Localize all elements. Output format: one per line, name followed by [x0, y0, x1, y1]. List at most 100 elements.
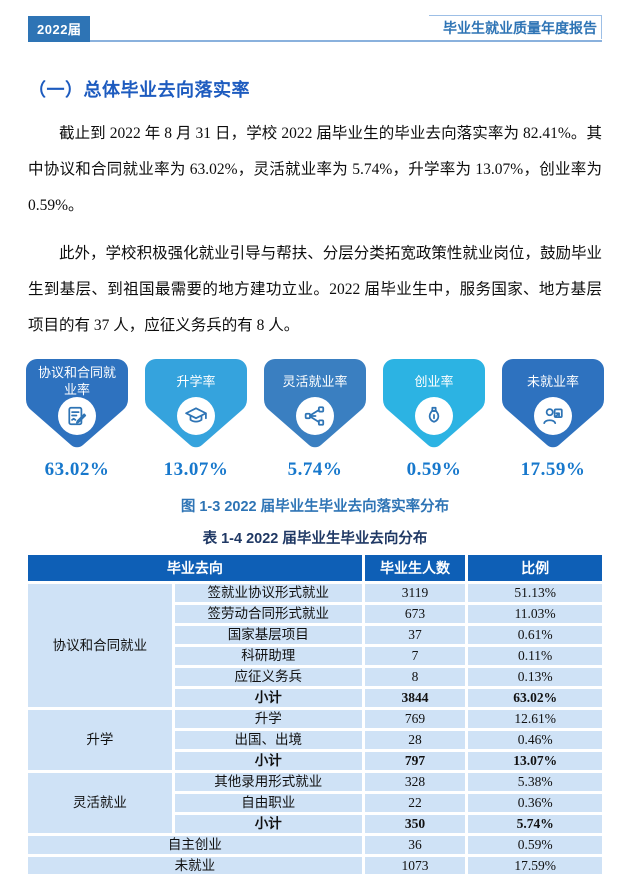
graduation-cap-icon: [177, 397, 215, 435]
count-cell: 769: [364, 710, 466, 728]
badge-value: 17.59%: [520, 459, 586, 480]
count-cell: 1073: [364, 857, 466, 874]
badge-shield: 创业率: [382, 358, 486, 450]
section-title: （一）总体毕业去向落实率: [28, 80, 250, 100]
rate-badge-1: 升学率 13.07%: [144, 358, 248, 481]
count-cell: 3844: [364, 689, 466, 707]
count-cell: 7: [364, 647, 466, 665]
person-chart-icon: [534, 397, 572, 435]
table-caption: 表 1-4 2022 届毕业生毕业去向分布: [202, 531, 428, 547]
destination-cell: 未就业: [28, 857, 362, 874]
table-row: 升学 升学 769 12.61%: [28, 710, 602, 770]
destination-cell: 签劳动合同形式就业: [174, 605, 362, 623]
count-cell: 36: [364, 836, 466, 854]
startup-bag-icon: [415, 397, 453, 435]
badge-shield: 升学率: [144, 358, 248, 450]
count-cell: 28: [364, 731, 466, 749]
count-cell: 328: [364, 773, 466, 791]
badge-value: 63.02%: [44, 459, 110, 480]
count-cell: 3119: [364, 584, 466, 602]
table-row: 出国、出境 28 0.46%: [28, 731, 602, 749]
count-cell: 8: [364, 668, 466, 686]
figure-caption: 图 1-3 2022 届毕业生毕业去向落实率分布: [180, 499, 450, 515]
contract-pen-icon: [58, 397, 96, 435]
ratio-cell: 0.59%: [468, 836, 602, 854]
rate-badges: 协议和合同就业率 63.02% 升学率 13.07% 灵活就业率 5.74% 创…: [25, 358, 605, 481]
count-cell: 22: [364, 794, 466, 812]
count-cell: 37: [364, 626, 466, 644]
ratio-cell: 0.11%: [468, 647, 602, 665]
table-row: 应征义务兵 8 0.13%: [28, 668, 602, 686]
table-row: 小计 350 5.74%: [28, 815, 602, 833]
destination-table: 毕业去向 毕业生人数 比例 协议和合同就业 签就业协议形式就业 3119 51.13%…: [25, 552, 605, 874]
ratio-cell: 63.02%: [468, 689, 602, 707]
destination-cell: 自由职业: [174, 794, 362, 812]
badge-shield: 协议和合同就业率: [25, 358, 129, 450]
category-cell: 协议和合同就业: [28, 584, 172, 707]
destination-cell: 其他录用形式就业: [174, 773, 362, 791]
badge-shield: 未就业率: [501, 358, 605, 450]
col-header-count: 毕业生人数: [364, 555, 466, 581]
ratio-cell: 51.13%: [468, 584, 602, 602]
badge-label: 协议和合同就业率: [37, 365, 116, 397]
count-cell: 350: [364, 815, 466, 833]
badge-value: 5.74%: [287, 459, 343, 480]
ratio-cell: 5.74%: [468, 815, 602, 833]
table-row: 协议和合同就业 签就业协议形式就业 3119 51.13%: [28, 584, 602, 707]
ratio-cell: 0.46%: [468, 731, 602, 749]
badge-label: 未就业率: [526, 373, 579, 389]
share-network-icon: [296, 397, 334, 435]
table-row: 签劳动合同形式就业 673 11.03%: [28, 605, 602, 623]
ratio-cell: 0.13%: [468, 668, 602, 686]
badge-value: 0.59%: [406, 459, 462, 480]
count-cell: 673: [364, 605, 466, 623]
category-cell: 灵活就业: [28, 773, 172, 833]
badge-label: 升学率: [176, 373, 216, 389]
table-row: 小计 797 13.07%: [28, 752, 602, 770]
table-row: 科研助理 7 0.11%: [28, 647, 602, 665]
destination-cell: 国家基层项目: [174, 626, 362, 644]
page-header: 2022届 毕业生就业质量年度报告: [28, 15, 602, 42]
cohort-badge: 2022届: [28, 16, 91, 42]
table-row: 灵活就业 其他录用形式就业 328 5.38%: [28, 773, 602, 833]
rate-badge-0: 协议和合同就业率 63.02%: [25, 358, 129, 481]
badge-label: 灵活就业率: [282, 373, 348, 389]
destination-cell: 升学: [174, 710, 362, 728]
col-header-ratio: 比例: [468, 555, 602, 581]
table-row: 国家基层项目 37 0.61%: [28, 626, 602, 644]
col-header-destination: 毕业去向: [28, 555, 362, 581]
ratio-cell: 0.36%: [468, 794, 602, 812]
destination-cell: 小计: [174, 689, 362, 707]
destination-cell: 科研助理: [174, 647, 362, 665]
destination-cell: 应征义务兵: [174, 668, 362, 686]
badge-value: 13.07%: [163, 459, 229, 480]
destination-cell: 小计: [174, 752, 362, 770]
ratio-cell: 11.03%: [468, 605, 602, 623]
ratio-cell: 12.61%: [468, 710, 602, 728]
ratio-cell: 0.61%: [468, 626, 602, 644]
report-title: 毕业生就业质量年度报告: [429, 15, 602, 39]
table-body: 协议和合同就业 签就业协议形式就业 3119 51.13% 签劳动合同形式就业 673 11…: [28, 584, 602, 874]
ratio-cell: 17.59%: [468, 857, 602, 874]
destination-cell: 签就业协议形式就业: [174, 584, 362, 602]
table-row: 自由职业 22 0.36%: [28, 794, 602, 812]
badge-shield: 灵活就业率: [263, 358, 367, 450]
paragraph-grassroots: 此外，学校积极强化就业引导与帮扶、分层分类拓宽政策性就业岗位，鼓励毕业生到基层、…: [28, 245, 602, 334]
table-row: 未就业 1073 17.59%: [28, 857, 602, 874]
ratio-cell: 5.38%: [468, 773, 602, 791]
destination-cell: 出国、出境: [174, 731, 362, 749]
table-row: 小计 3844 63.02%: [28, 689, 602, 707]
destination-cell: 自主创业: [28, 836, 362, 854]
destination-cell: 小计: [174, 815, 362, 833]
badge-label: 创业率: [414, 373, 454, 389]
rate-badge-2: 灵活就业率 5.74%: [263, 358, 367, 481]
paragraph-overall-rate: 截止到 2022 年 8 月 31 日，学校 2022 届毕业生的毕业去向落实率…: [28, 125, 602, 214]
ratio-cell: 13.07%: [468, 752, 602, 770]
table-header-row: 毕业去向 毕业生人数 比例: [28, 555, 602, 581]
count-cell: 797: [364, 752, 466, 770]
table-row: 自主创业 36 0.59%: [28, 836, 602, 854]
rate-badge-4: 未就业率 17.59%: [501, 358, 605, 481]
rate-badge-3: 创业率 0.59%: [382, 358, 486, 481]
category-cell: 升学: [28, 710, 172, 770]
